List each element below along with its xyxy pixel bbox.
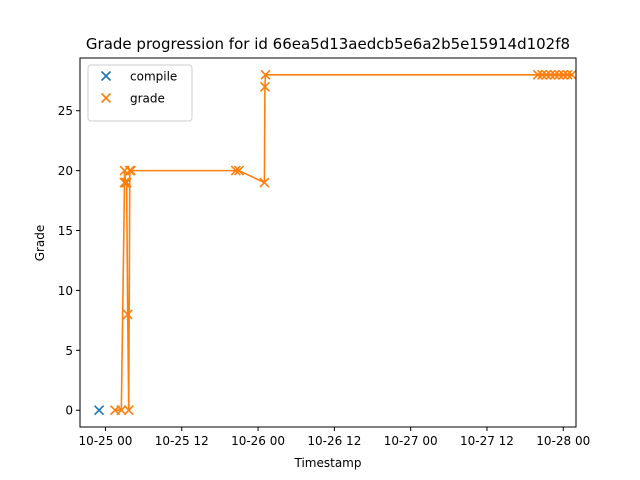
legend-entry-grade: grade: [130, 92, 165, 106]
y-tick-label: 20: [58, 164, 73, 178]
data-point-grade-1: [116, 405, 127, 416]
data-point-grade-9: [125, 165, 136, 176]
data-point-compile-0: [94, 405, 105, 416]
y-axis: 0 5 10 15 20 25: [58, 104, 80, 418]
y-axis-label: Grade: [33, 225, 47, 262]
legend: compile grade: [87, 64, 193, 122]
legend-marker-grade: [100, 92, 112, 104]
data-point-grade-22: [562, 69, 573, 80]
series-grade: [109, 69, 577, 416]
data-point-grade-14: [260, 69, 271, 80]
data-point-grade-12: [259, 177, 270, 188]
x-tick-label: 10-26 12: [307, 434, 361, 448]
plot-frame: [79, 57, 577, 428]
x-axis: 10-25 00 10-25 12 10-26 00 10-26 12 10-27 00…: [78, 427, 590, 448]
series-line-grade: [114, 73, 572, 412]
chart-title: Grade progression for id 66ea5d13aedcb5e…: [86, 35, 570, 53]
data-point-grade-15: [532, 69, 543, 80]
data-point-grade-21: [558, 69, 569, 80]
x-tick-label: 10-25 00: [78, 434, 132, 448]
y-tick-label: 0: [65, 404, 73, 418]
plot-area: [94, 69, 577, 416]
data-point-grade-13: [259, 81, 271, 92]
x-tick-label: 10-27 12: [460, 434, 514, 448]
x-axis-label: Timestamp: [294, 456, 362, 470]
data-point-grade-11: [233, 165, 245, 176]
x-tick-label: 10-27 00: [384, 434, 438, 448]
data-point-grade-20: [553, 69, 565, 80]
x-tick-label: 10-28 00: [536, 434, 590, 448]
data-point-grade-16: [537, 69, 548, 80]
legend-box: [87, 64, 193, 122]
series-compile: [94, 405, 105, 416]
y-tick-label: 25: [58, 104, 73, 118]
data-point-grade-18: [545, 69, 556, 80]
data-point-grade-23: [566, 69, 577, 80]
data-point-grade-5: [121, 177, 132, 188]
y-tick-label: 15: [58, 224, 73, 238]
data-point-grade-7: [123, 405, 134, 416]
data-point-grade-6: [122, 309, 133, 320]
data-point-grade-10: [230, 165, 241, 176]
y-tick-label: 5: [65, 344, 73, 358]
x-tick-label: 10-26 00: [231, 434, 285, 448]
y-tick-label: 10: [58, 284, 73, 298]
legend-marker-compile: [100, 70, 112, 82]
x-tick-label: 10-25 12: [155, 434, 209, 448]
data-point-grade-17: [541, 69, 552, 80]
data-point-grade-19: [549, 69, 560, 80]
legend-entry-compile: compile: [130, 70, 177, 84]
